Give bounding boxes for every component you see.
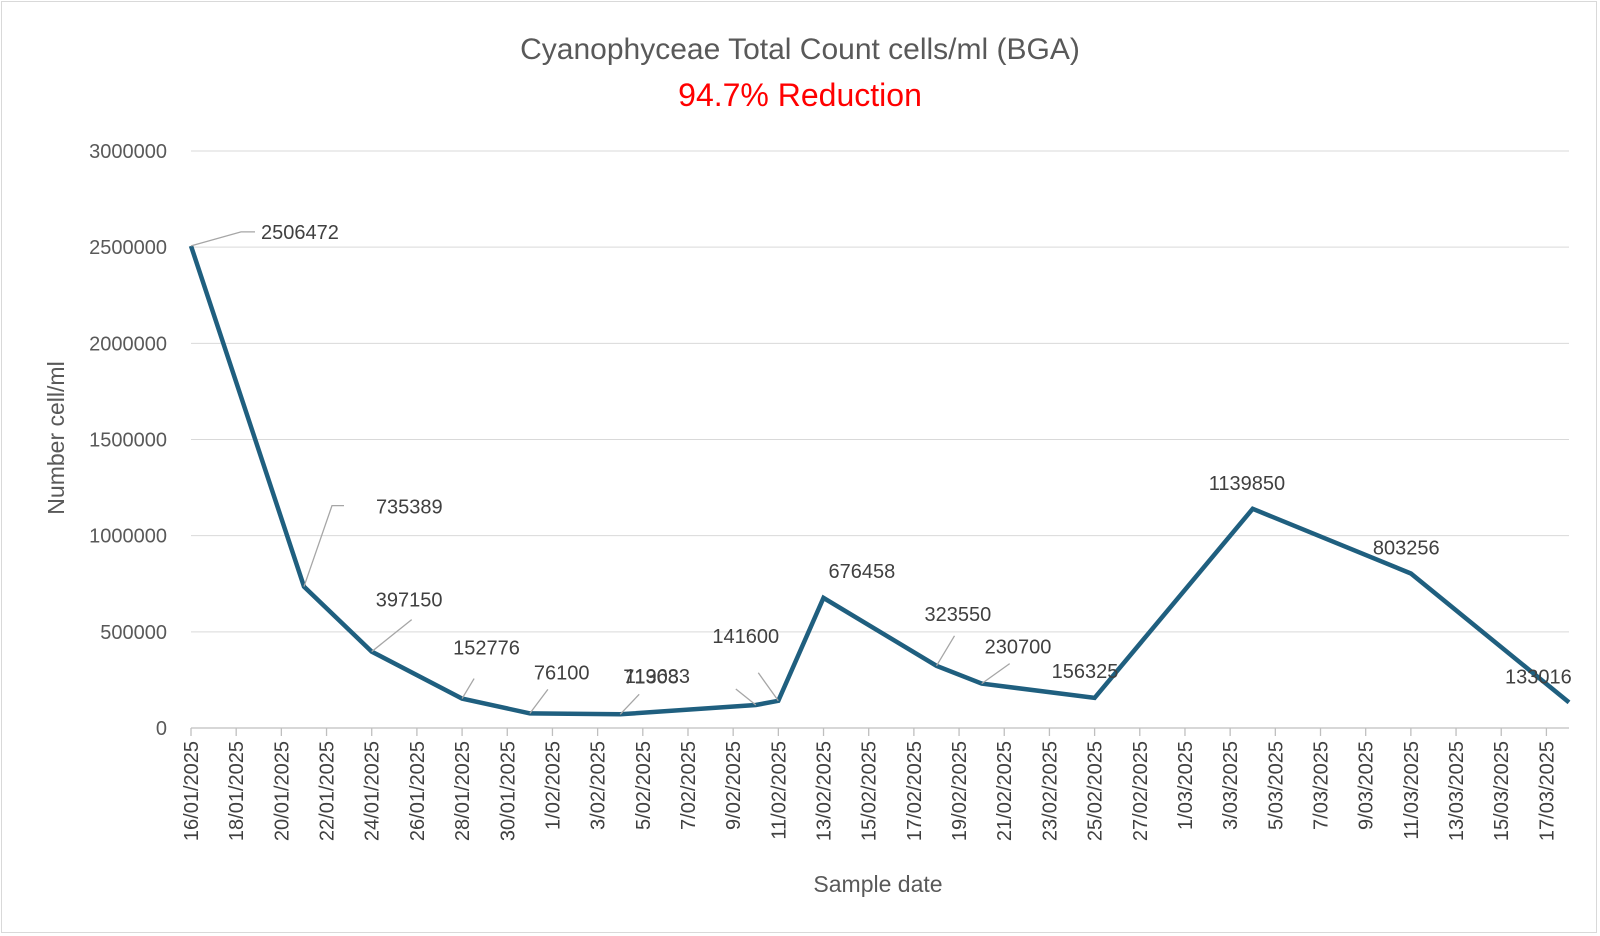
x-tick-label: 17/03/2025 (1536, 741, 1558, 841)
data-label: 71308 (623, 666, 679, 688)
x-tick-label: 21/02/2025 (994, 741, 1016, 841)
x-tick-label: 9/03/2025 (1356, 741, 1378, 830)
data-labels: 2506472 735389 397150 152776 76100 7130811963… (261, 222, 1572, 688)
gridlines (191, 150, 1569, 633)
leader-line (735, 688, 757, 706)
x-tick-label: 9/02/2025 (723, 741, 745, 830)
data-label: 2506472 (261, 222, 339, 244)
data-label: 735389 (376, 497, 443, 519)
x-tick-label: 16/01/2025 (181, 741, 203, 841)
y-tick-label: 500000 (100, 622, 167, 644)
x-tick-label: 11/03/2025 (1401, 741, 1423, 840)
x-tick-label: 1/03/2025 (1175, 741, 1197, 830)
leader-line (619, 693, 640, 715)
data-label: 76100 (534, 662, 590, 684)
x-axis (190, 727, 1569, 736)
series-layer (188, 245, 1571, 717)
data-label: 323550 (924, 604, 991, 626)
y-tick-label: 2000000 (89, 333, 167, 355)
x-tick-label: 30/01/2025 (497, 741, 519, 841)
data-label: 230700 (985, 637, 1052, 659)
x-tick-label: 22/01/2025 (317, 741, 339, 841)
x-tick-label: 15/03/2025 (1491, 741, 1513, 841)
x-tick-label: 1/02/2025 (542, 741, 564, 830)
data-label: 156325 (1052, 661, 1119, 683)
data-label: 803256 (1373, 538, 1440, 560)
chart-subtitle: 94.7% Reduction (678, 77, 922, 113)
leader-line (529, 689, 549, 714)
y-tick-label: 1500000 (89, 430, 167, 452)
x-tick-label: 17/02/2025 (904, 741, 926, 841)
x-tick-label: 26/01/2025 (407, 741, 429, 841)
x-tick-label: 23/02/2025 (1039, 741, 1061, 841)
series-line (188, 245, 1571, 717)
leader-line (757, 672, 779, 702)
y-tick-label: 2500000 (89, 237, 167, 259)
leader-line (461, 678, 475, 699)
x-tick-label: 28/01/2025 (452, 741, 474, 841)
x-tick-label: 27/02/2025 (1130, 741, 1152, 841)
data-label: 1139850 (1209, 473, 1285, 495)
data-label: 152776 (453, 638, 520, 660)
leader-lines (190, 231, 1011, 715)
y-axis-title: Number cell/ml (43, 361, 69, 514)
x-tick-label: 15/02/2025 (859, 741, 881, 841)
y-tick-label: 0 (156, 718, 167, 740)
x-axis-title: Sample date (813, 871, 942, 897)
x-tick-label: 20/01/2025 (271, 741, 293, 841)
data-label: 141600 (712, 626, 779, 648)
x-tick-label: 24/01/2025 (362, 741, 384, 841)
x-tick-label: 25/02/2025 (1085, 741, 1107, 841)
y-tick-label: 3000000 (89, 141, 167, 163)
x-tick-label: 7/02/2025 (678, 741, 700, 830)
x-tick-label: 5/03/2025 (1265, 741, 1287, 830)
data-label: 676458 (829, 561, 896, 583)
leader-line (935, 635, 956, 667)
x-tick-label: 18/01/2025 (226, 741, 248, 841)
chart-title: Cyanophyceae Total Count cells/ml (BGA) (520, 33, 1080, 66)
leader-line (371, 619, 413, 653)
x-tick-label: 3/02/2025 (588, 741, 610, 830)
x-tick-label: 19/02/2025 (949, 741, 971, 841)
y-axis-ticks: 0 500000 1000000 1500000 2000000 2500000 30000… (89, 141, 167, 740)
x-tick-label: 13/03/2025 (1446, 741, 1468, 841)
x-tick-label: 13/02/2025 (814, 741, 836, 841)
data-label: 133016 (1505, 666, 1572, 688)
x-tick-label: 11/02/2025 (768, 741, 790, 840)
data-label: 119633 (625, 666, 690, 688)
x-tick-label: 5/02/2025 (633, 741, 655, 830)
data-label: 397150 (376, 590, 443, 612)
x-tick-label: 7/03/2025 (1311, 741, 1333, 830)
x-axis-ticks: 16/01/2025 18/01/2025 20/01/2025 22/01/2025… (181, 741, 1558, 841)
leader-line (190, 231, 255, 247)
x-tick-label: 3/03/2025 (1220, 741, 1242, 830)
y-tick-label: 1000000 (89, 526, 167, 548)
leader-line (303, 504, 344, 587)
leader-line (981, 663, 1011, 685)
